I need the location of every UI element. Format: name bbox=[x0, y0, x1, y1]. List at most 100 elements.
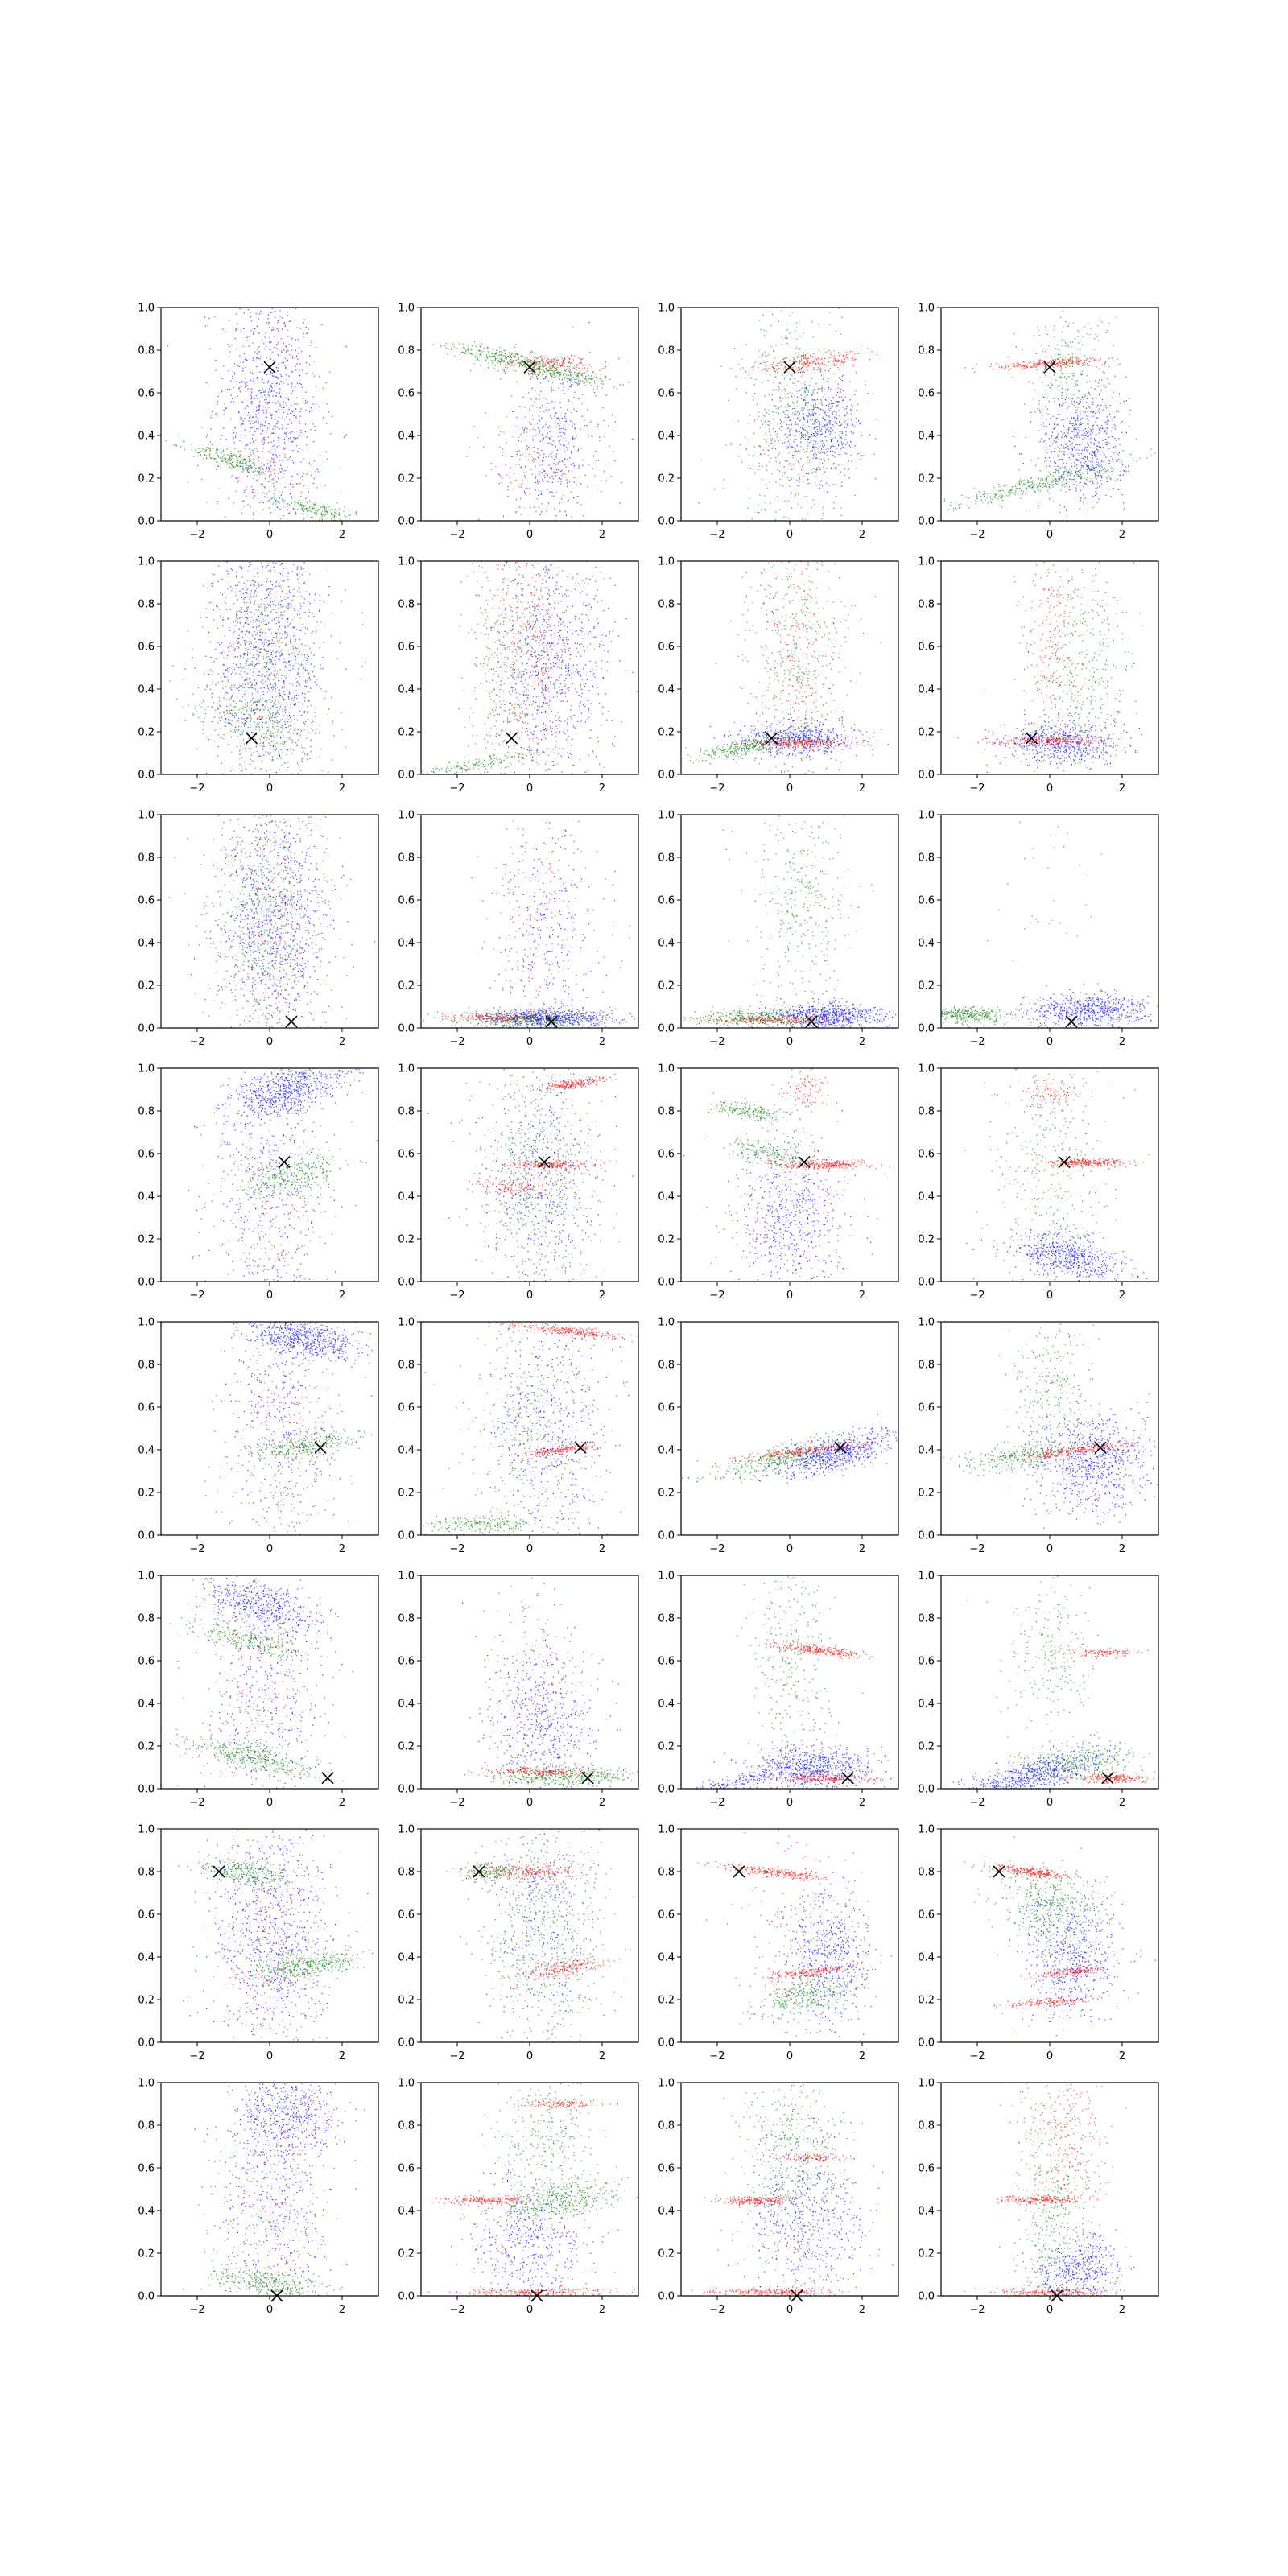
x-marker-stroke-b bbox=[314, 1441, 327, 1454]
points-blue-1 bbox=[967, 984, 1158, 1028]
points-green-3 bbox=[722, 815, 874, 1028]
y-tick-label: 0.6 bbox=[658, 1656, 675, 1668]
y-tick-label: 0.2 bbox=[398, 727, 415, 739]
y-tick-label: 0.8 bbox=[918, 1867, 935, 1879]
panel-r4-c2: −2 0 2 0.0 0.2 0.4 0.6 0.8 1.0 bbox=[658, 1317, 899, 1555]
y-tick-label: 0.6 bbox=[398, 895, 415, 907]
points-red-4 bbox=[964, 2287, 1125, 2296]
y-tick-label: 0.6 bbox=[918, 1402, 935, 1414]
y-tick-label: 0.2 bbox=[918, 1741, 935, 1753]
panel-r1-c2: −2 0 2 0.0 0.2 0.4 0.6 0.8 1.0 bbox=[658, 556, 899, 795]
points-blue-0 bbox=[462, 1595, 621, 1789]
cluster-red bbox=[518, 1073, 617, 1092]
points-green-0 bbox=[432, 341, 607, 384]
x-tick-label: −2 bbox=[449, 782, 464, 795]
points-blue-1 bbox=[972, 1224, 1147, 1282]
y-tick-label: 0.8 bbox=[658, 1613, 675, 1625]
cluster-blue bbox=[167, 308, 347, 521]
y-tick-label: 0.2 bbox=[658, 473, 675, 485]
y-tick-label: 0.4 bbox=[658, 2206, 675, 2218]
y-tick-label: 1.0 bbox=[658, 2078, 675, 2090]
points-red-2 bbox=[468, 1766, 624, 1780]
y-tick-label: 0.6 bbox=[658, 1909, 675, 1922]
x-marker-stroke-b bbox=[993, 1865, 1005, 1878]
y-tick-label: 0.4 bbox=[398, 1191, 415, 1203]
x-marker bbox=[1043, 361, 1056, 374]
points-red-4 bbox=[993, 1995, 1129, 2009]
y-tick-label: 0.0 bbox=[398, 1530, 415, 1542]
y-tick-label: 0.8 bbox=[138, 2120, 155, 2132]
x-tick-label: 0 bbox=[526, 2304, 533, 2316]
points-blue-1 bbox=[709, 712, 889, 774]
panel-r2-c1: −2 0 2 0.0 0.2 0.4 0.6 0.8 1.0 bbox=[398, 810, 639, 1048]
x-tick-label: −2 bbox=[969, 782, 985, 795]
cluster-green bbox=[202, 561, 338, 771]
x-tick-label: 2 bbox=[339, 1797, 345, 1809]
cluster-red bbox=[1002, 1440, 1139, 1463]
axes-frame bbox=[680, 1321, 899, 1536]
scatter-points bbox=[423, 1322, 638, 1535]
x-tick-label: 2 bbox=[339, 1543, 345, 1555]
x-tick-label: −2 bbox=[189, 2050, 204, 2062]
y-tick-label: 1.0 bbox=[918, 1063, 935, 1075]
y-tick-label: 1.0 bbox=[918, 1824, 935, 1836]
x-marker bbox=[523, 361, 536, 374]
cluster-red bbox=[957, 734, 1112, 748]
points-red-4 bbox=[681, 1829, 861, 2041]
panel-r0-c2: −2 0 2 0.0 0.2 0.4 0.6 0.8 1.0 bbox=[658, 303, 899, 541]
x-tick-label: −2 bbox=[709, 2050, 724, 2062]
points-red-1 bbox=[485, 1157, 610, 1170]
points-green-4 bbox=[477, 2083, 617, 2229]
panel-r6-c1: −2 0 2 0.0 0.2 0.4 0.6 0.8 1.0 bbox=[398, 1824, 639, 2062]
y-tick-label: 0.4 bbox=[138, 1445, 155, 1457]
cluster-green bbox=[682, 1430, 854, 1483]
cluster-green bbox=[943, 1437, 1097, 1476]
x-marker-stroke-b bbox=[285, 1015, 298, 1028]
points-green-2 bbox=[682, 1430, 854, 1483]
x-tick-label: 2 bbox=[599, 2304, 605, 2316]
y-tick-label: 0.6 bbox=[918, 1656, 935, 1668]
x-tick-label: −2 bbox=[969, 2050, 985, 2062]
y-tick-label: 0.6 bbox=[918, 2163, 935, 2175]
points-red-3 bbox=[691, 2284, 858, 2296]
scatter-points bbox=[684, 1576, 892, 1789]
x-marker-stroke-b bbox=[783, 361, 796, 374]
cluster-green bbox=[967, 1575, 1100, 1777]
y-tick-label: 1.0 bbox=[658, 810, 675, 822]
cluster-red bbox=[1001, 2083, 1127, 2246]
scatter-points bbox=[941, 310, 1156, 521]
y-tick-label: 0.6 bbox=[138, 1149, 155, 1161]
cluster-red bbox=[704, 2194, 794, 2208]
x-marker-stroke-b bbox=[1043, 361, 1056, 374]
y-tick-label: 0.6 bbox=[138, 388, 155, 400]
points-blue-1 bbox=[460, 1829, 615, 2042]
y-tick-label: 1.0 bbox=[918, 1317, 935, 1329]
y-tick-label: 0.6 bbox=[658, 642, 675, 654]
x-marker bbox=[545, 1015, 558, 1028]
axes-frame bbox=[420, 1321, 639, 1536]
cluster-green bbox=[477, 2083, 617, 2229]
scatter-points bbox=[964, 1068, 1150, 1282]
panel-r1-c3: −2 0 2 0.0 0.2 0.4 0.6 0.8 1.0 bbox=[918, 556, 1159, 795]
cluster-green bbox=[682, 729, 822, 767]
x-tick-label: −2 bbox=[969, 1036, 985, 1048]
scatter-points bbox=[681, 1829, 892, 2041]
x-marker-stroke-b bbox=[473, 1865, 485, 1878]
points-red-4 bbox=[772, 1068, 828, 1113]
scatter-points bbox=[943, 1323, 1158, 1529]
cluster-blue bbox=[977, 712, 1142, 774]
x-tick-label: 2 bbox=[859, 2050, 865, 2062]
x-tick-label: 2 bbox=[859, 2304, 865, 2316]
cluster-red bbox=[1065, 1773, 1158, 1784]
panel-r3-c1: −2 0 2 0.0 0.2 0.4 0.6 0.8 1.0 bbox=[398, 1063, 639, 1302]
y-tick-label: 0.4 bbox=[918, 1445, 935, 1457]
y-tick-label: 0.8 bbox=[918, 1613, 935, 1625]
points-blue-1 bbox=[745, 348, 877, 516]
panel-r7-c0: −2 0 2 0.0 0.2 0.4 0.6 0.8 1.0 bbox=[138, 2078, 379, 2316]
points-blue-0 bbox=[207, 2083, 365, 2186]
cluster-blue bbox=[741, 1414, 898, 1484]
cluster-red bbox=[751, 2152, 855, 2162]
y-tick-label: 0.4 bbox=[658, 431, 675, 443]
y-tick-label: 0.0 bbox=[658, 1277, 675, 1289]
points-red-2 bbox=[485, 1950, 621, 1984]
